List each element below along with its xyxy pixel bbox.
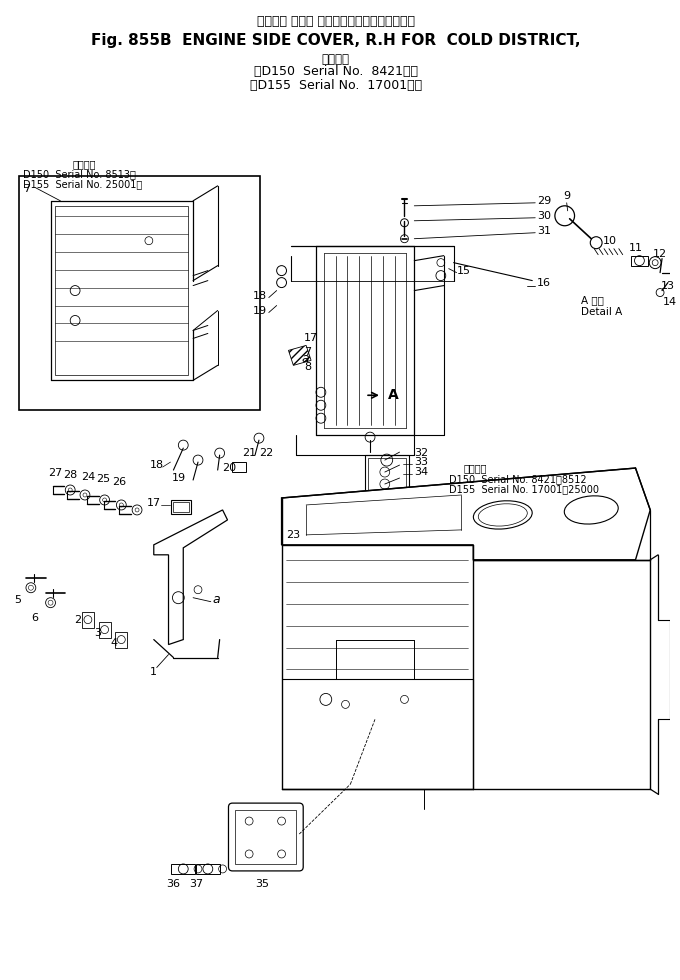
- Text: a: a: [301, 352, 309, 365]
- Text: 19: 19: [172, 473, 186, 483]
- Bar: [99, 621, 111, 638]
- Text: 24: 24: [81, 472, 95, 482]
- Bar: [368, 458, 407, 497]
- Text: 26: 26: [112, 477, 126, 487]
- Bar: [82, 612, 94, 627]
- Bar: [173, 502, 189, 512]
- Text: 10: 10: [603, 236, 617, 246]
- Text: 30: 30: [537, 211, 551, 220]
- Text: 29: 29: [537, 196, 551, 206]
- Bar: [630, 256, 648, 266]
- Text: 7: 7: [304, 347, 311, 358]
- Text: 3: 3: [95, 627, 101, 638]
- Polygon shape: [282, 468, 650, 560]
- Polygon shape: [154, 510, 228, 645]
- Text: 適用号機: 適用号機: [322, 53, 350, 67]
- Text: 17: 17: [304, 333, 318, 343]
- Text: 7: 7: [23, 184, 30, 194]
- Text: 37: 37: [189, 879, 203, 889]
- Text: 36: 36: [167, 879, 180, 889]
- Text: D150  Serial No. 8421～8512: D150 Serial No. 8421～8512: [449, 474, 586, 484]
- Text: 22: 22: [259, 448, 273, 458]
- Text: （D150  Serial No.  8421～）: （D150 Serial No. 8421～）: [254, 66, 418, 78]
- Text: 6: 6: [32, 612, 39, 622]
- Text: 21: 21: [242, 448, 256, 458]
- Text: エンジン サイド カバー，右側　寒冷地仕様，: エンジン サイド カバー，右側 寒冷地仕様，: [256, 16, 415, 28]
- Text: Fig. 855B  ENGINE SIDE COVER, R.H FOR  COLD DISTRICT,: Fig. 855B ENGINE SIDE COVER, R.H FOR COL…: [91, 33, 581, 48]
- Text: 27: 27: [48, 468, 63, 478]
- Text: D155  Serial No. 17001～25000: D155 Serial No. 17001～25000: [449, 484, 598, 494]
- Text: 19: 19: [253, 306, 267, 316]
- Text: 13: 13: [661, 280, 675, 291]
- Text: 2: 2: [75, 614, 82, 624]
- Text: 32: 32: [414, 448, 428, 458]
- Text: D150  Serial No. 8513～: D150 Serial No. 8513～: [23, 169, 136, 179]
- Bar: [233, 463, 246, 472]
- FancyBboxPatch shape: [228, 803, 303, 871]
- Text: 11: 11: [628, 243, 643, 253]
- Text: 5: 5: [14, 595, 21, 605]
- Text: 33: 33: [414, 457, 428, 467]
- Bar: [235, 810, 296, 864]
- Text: A 詳細
Detail A: A 詳細 Detail A: [581, 296, 623, 318]
- Text: 34: 34: [414, 467, 428, 477]
- Text: 18: 18: [150, 460, 164, 470]
- Text: 25: 25: [97, 474, 111, 484]
- Text: 8: 8: [304, 363, 311, 372]
- Text: 14: 14: [663, 297, 677, 307]
- Text: D155  Serial No. 25001～: D155 Serial No. 25001～: [23, 179, 142, 189]
- Text: 12: 12: [653, 249, 667, 259]
- Bar: [171, 500, 191, 514]
- Text: 4: 4: [111, 638, 118, 648]
- Bar: [365, 455, 409, 500]
- Text: （D155  Serial No.  17001～）: （D155 Serial No. 17001～）: [250, 79, 422, 92]
- Text: a: a: [213, 593, 220, 607]
- Bar: [56, 206, 188, 375]
- Bar: [19, 175, 260, 411]
- Text: 18: 18: [253, 290, 267, 301]
- Bar: [171, 864, 195, 874]
- Text: 17: 17: [146, 498, 160, 508]
- Bar: [116, 631, 127, 648]
- Text: 適用号機: 適用号機: [464, 464, 487, 473]
- Text: 15: 15: [456, 266, 471, 275]
- Text: 23: 23: [286, 530, 301, 540]
- Text: 35: 35: [255, 879, 269, 889]
- Text: A: A: [388, 388, 398, 402]
- Text: 1: 1: [150, 667, 157, 677]
- Text: 31: 31: [537, 225, 551, 236]
- Text: 9: 9: [563, 191, 571, 201]
- Bar: [196, 864, 220, 874]
- Text: 28: 28: [63, 470, 78, 480]
- Text: 適用号機: 適用号機: [72, 159, 96, 169]
- Text: 20: 20: [222, 464, 237, 473]
- Text: 16: 16: [537, 277, 551, 287]
